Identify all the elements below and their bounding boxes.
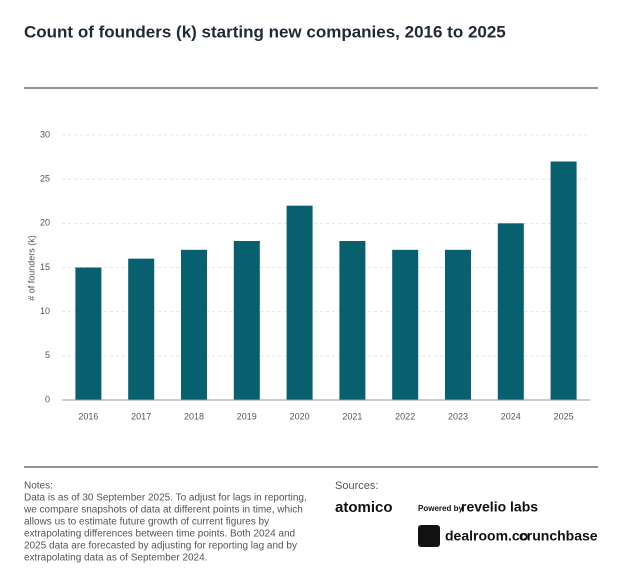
y-tick-label: 25 (40, 174, 50, 184)
y-tick-label: 30 (40, 129, 50, 139)
y-tick-label: 5 (45, 350, 50, 360)
note-line: we compare snapshots of data at differen… (23, 505, 303, 516)
source-logo: atomico (335, 499, 393, 516)
bar (550, 161, 577, 400)
bar (128, 258, 155, 400)
note-line: extrapolating data as of September 2024. (24, 553, 207, 564)
note-line: allows us to estimate future growth of c… (24, 517, 269, 528)
notes-heading: Notes: (24, 481, 53, 492)
note-line: 2025 data are forecasted by adjusting fo… (24, 541, 297, 552)
note-line: extrapolating differences between time p… (24, 529, 295, 540)
bar (286, 205, 313, 400)
bar (75, 267, 102, 400)
y-tick-label: 10 (40, 306, 50, 316)
notes: Data is as of 30 September 2025. To adju… (23, 493, 307, 564)
chart-title: Count of founders (k) starting new compa… (24, 22, 506, 41)
x-tick-label: 2023 (448, 411, 468, 421)
source-logo: Powered by (418, 504, 463, 513)
x-tick-label: 2016 (78, 411, 98, 421)
x-tick-label: 2019 (237, 411, 257, 421)
bar (445, 249, 471, 400)
note-line: Data is as of 30 September 2025. To adju… (24, 493, 307, 504)
source-logo: revelio labs (461, 499, 538, 515)
y-axis-label: # of founders (k) (26, 235, 36, 301)
bar (339, 241, 366, 400)
x-tick-label: 2020 (290, 411, 310, 421)
bar (392, 249, 419, 400)
source-logo: dealroom.co (445, 528, 528, 544)
source-logo: crunchbase (519, 528, 598, 544)
x-tick-label: 2022 (395, 411, 415, 421)
y-tick-label: 15 (40, 262, 50, 272)
sources-heading: Sources: (335, 480, 378, 492)
bar (233, 241, 260, 400)
x-tick-label: 2024 (501, 411, 521, 421)
x-tick-label: 2025 (554, 411, 574, 421)
bar (181, 249, 207, 400)
x-tick-label: 2017 (131, 411, 151, 421)
y-tick-label: 20 (40, 218, 50, 228)
x-tick-label: 2021 (342, 411, 362, 421)
bar (497, 223, 524, 400)
x-tick-label: 2018 (184, 411, 204, 421)
y-tick-label: 0 (45, 394, 50, 404)
logo-icon (418, 525, 440, 547)
